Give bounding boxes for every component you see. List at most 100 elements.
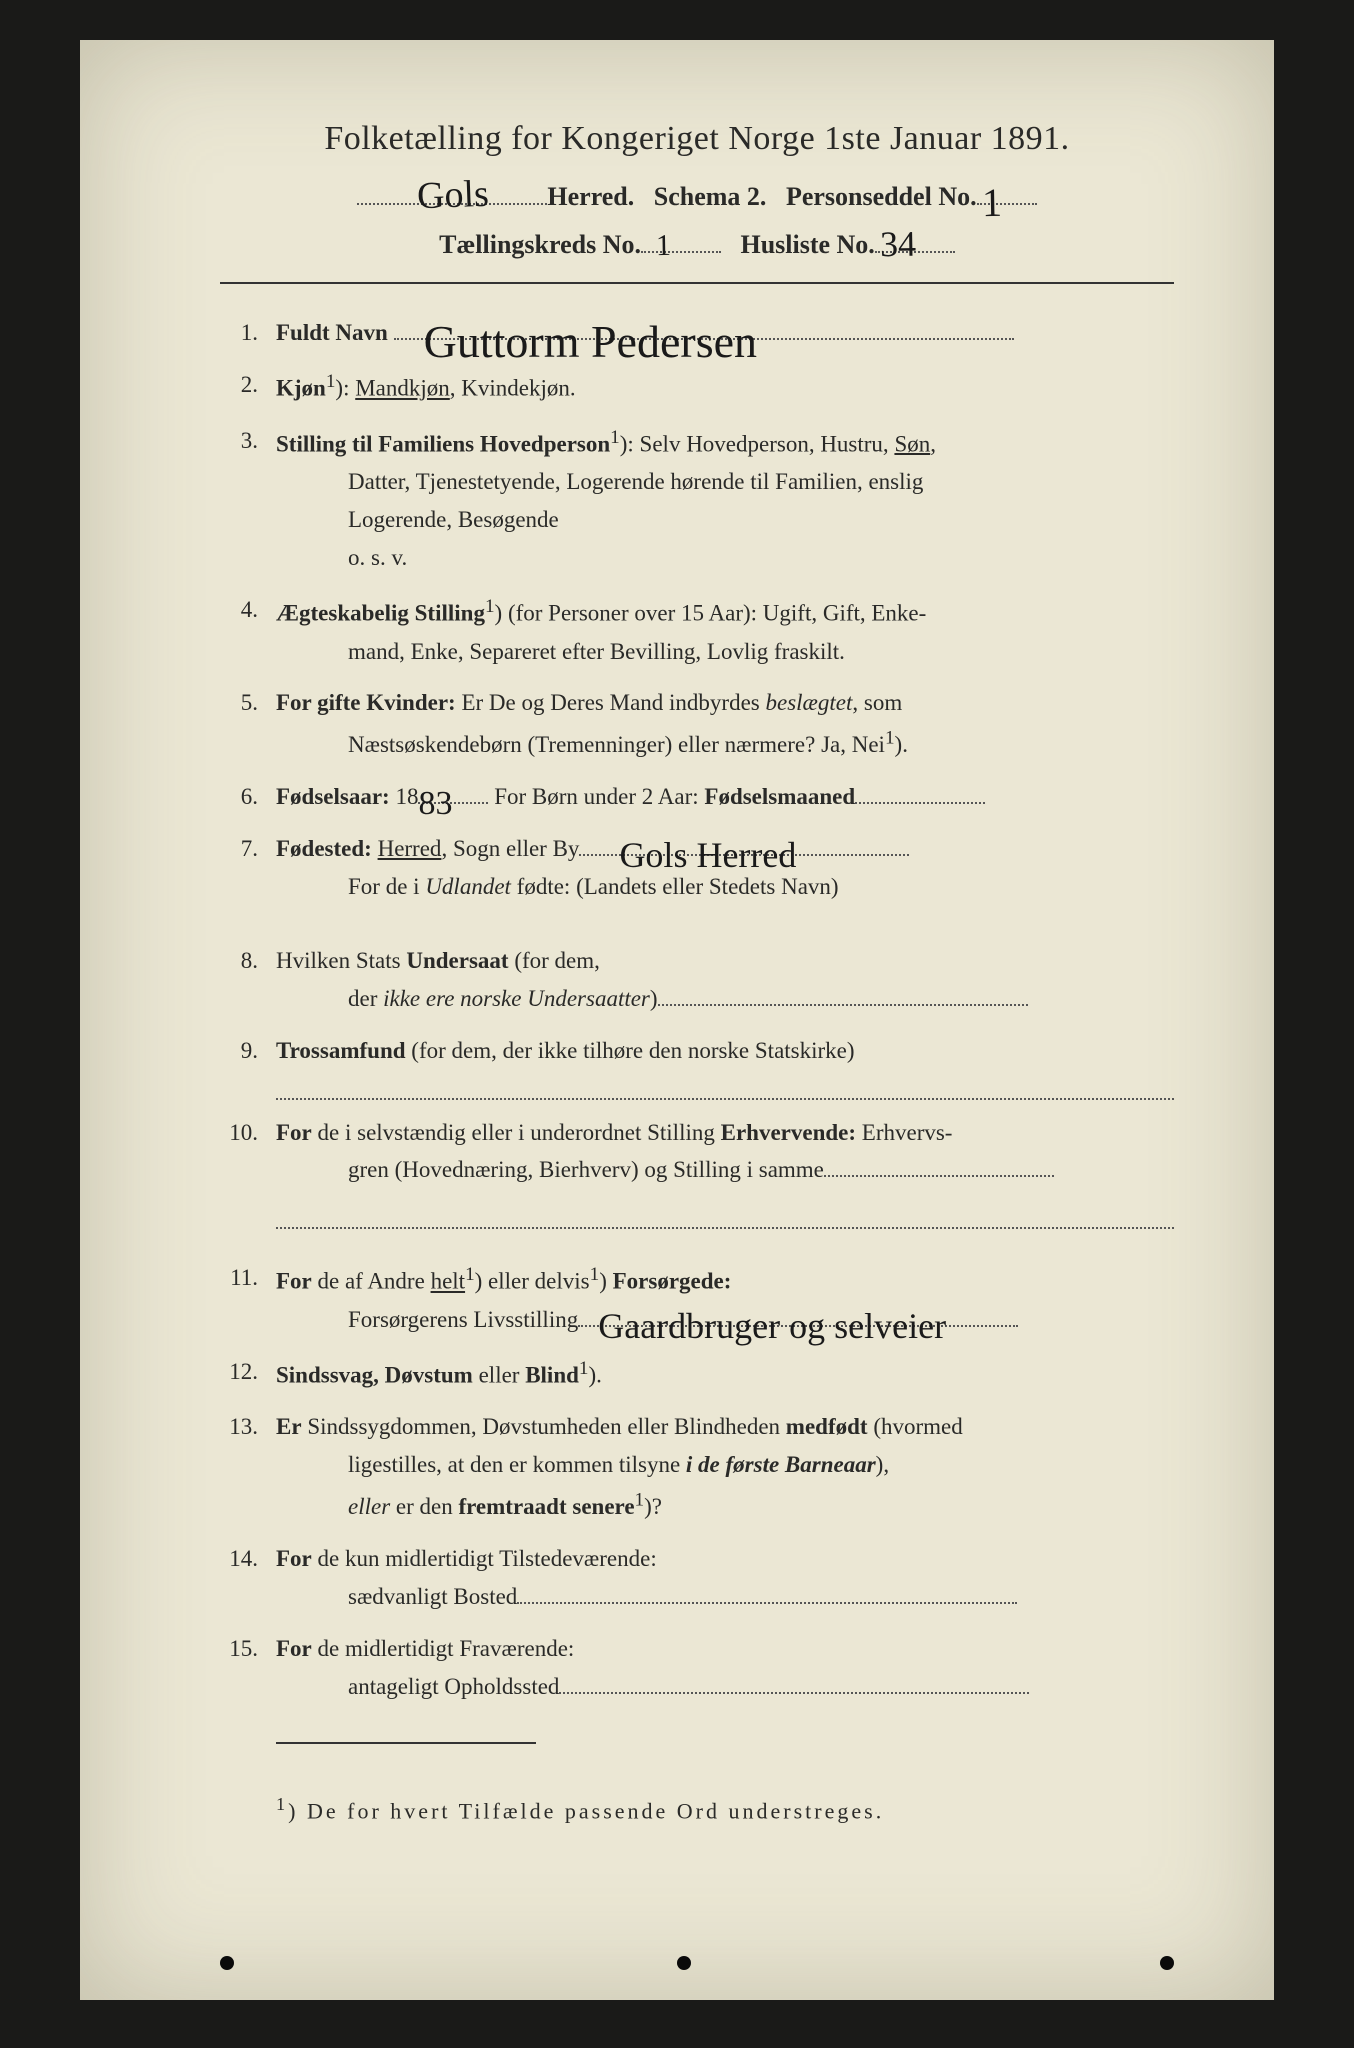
field-15-label: For xyxy=(276,1636,312,1661)
field-3-label: Stilling til Familiens Hovedperson xyxy=(276,431,610,456)
field-4-label: Ægteskabelig Stilling xyxy=(276,601,485,626)
field-12-num: 12. xyxy=(220,1353,276,1395)
field-2-num: 2. xyxy=(220,366,276,408)
field-8-text1: Hvilken Stats xyxy=(276,948,406,973)
field-3-line4: o. s. v. xyxy=(348,545,407,570)
form-header: Folketælling for Kongeriget Norge 1ste J… xyxy=(220,120,1174,260)
field-10-num: 10. xyxy=(220,1114,276,1230)
field-15-line2: antageligt Opholdssted xyxy=(348,1674,559,1699)
field-11-u1: helt xyxy=(431,1269,466,1294)
field-8-text2: (for dem, xyxy=(509,948,600,973)
census-form-page: Folketælling for Kongeriget Norge 1ste J… xyxy=(80,40,1274,2000)
field-3-line2: Datter, Tjenestetyende, Logerende hørend… xyxy=(348,469,923,494)
field-12-text: eller xyxy=(473,1362,525,1387)
field-2: 2. Kjøn1): Mandkjøn, Kvindekjøn. xyxy=(220,366,1174,408)
field-14-line2: sædvanligt Bosted xyxy=(348,1584,517,1609)
field-4-num: 4. xyxy=(220,591,276,671)
field-10-text3: gren (Hovednæring, Bierhverv) og Stillin… xyxy=(348,1157,824,1182)
kreds-line: Tællingskreds No. 1 Husliste No. 34 xyxy=(220,230,1174,260)
punch-hole-left xyxy=(220,1956,234,1970)
field-5-sup: 1 xyxy=(885,727,895,748)
field-15-text: de midlertidigt Fraværende: xyxy=(312,1636,575,1661)
birthyear-handwritten: 83 xyxy=(418,776,452,832)
person-label: Personseddel No. xyxy=(786,182,977,211)
field-9-text: (for dem, der ikke tilhøre den norske St… xyxy=(406,1038,855,1063)
herred-handwritten: Gols xyxy=(417,172,490,218)
field-1-label: Fuldt Navn xyxy=(276,320,388,345)
field-13-text1: Sindssygdommen, Døvstumheden eller Blind… xyxy=(302,1414,786,1439)
field-13-em1: i de første Barneaar xyxy=(686,1452,876,1477)
field-4: 4. Ægteskabelig Stilling1) (for Personer… xyxy=(220,591,1174,671)
birthplace-handwritten: Gols Herred xyxy=(619,826,796,885)
husliste-no-handwritten: 34 xyxy=(879,223,916,266)
field-13-label: Er xyxy=(276,1414,302,1439)
field-13: 13. Er Sindssygdommen, Døvstumheden elle… xyxy=(220,1408,1174,1525)
field-11: 11. For de af Andre helt1) eller delvis1… xyxy=(220,1259,1174,1339)
field-8-em1: ikke ere norske Undersaatter xyxy=(383,986,650,1011)
footnote: 1) De for hvert Tilfælde passende Ord un… xyxy=(276,1794,1174,1824)
field-11-sup2: 1 xyxy=(590,1264,600,1285)
field-12-tail: ). xyxy=(589,1362,602,1387)
field-14-label: For xyxy=(276,1546,312,1571)
field-6: 6. Fødselsaar: 18 83 For Børn under 2 Aa… xyxy=(220,778,1174,816)
field-13-sup: 1 xyxy=(635,1489,645,1510)
field-4-sup: 1 xyxy=(485,596,495,617)
field-5-label: For gifte Kvinder: xyxy=(276,690,456,715)
field-5-text3: Næstsøskendebørn (Tremenninger) eller næ… xyxy=(348,732,885,757)
field-3: 3. Stilling til Familiens Hovedperson1):… xyxy=(220,422,1174,577)
field-14-text: de kun midlertidigt Tilstedeværende: xyxy=(312,1546,657,1571)
field-13-num: 13. xyxy=(220,1408,276,1525)
person-no-handwritten: 1 xyxy=(981,179,1002,226)
field-6-prefix: 18 xyxy=(390,784,419,809)
field-14: 14. For de kun midlertidigt Tilstedevære… xyxy=(220,1540,1174,1616)
field-10-text2: Erhvervs- xyxy=(856,1120,952,1145)
field-5-text2: , som xyxy=(852,690,902,715)
footnote-sup: 1 xyxy=(276,1794,288,1814)
field-7-line2em: Udlandet xyxy=(425,874,511,899)
field-8-text3: der xyxy=(348,986,383,1011)
field-7: 7. Fødested: Herred, Sogn eller By Gols … xyxy=(220,830,1174,906)
field-11-text2: ) eller delvis xyxy=(475,1269,590,1294)
field-1-num: 1. xyxy=(220,314,276,352)
field-6-num: 6. xyxy=(220,778,276,816)
field-13-text5: er den xyxy=(390,1494,458,1519)
field-9: 9. Trossamfund (for dem, der ikke tilhør… xyxy=(220,1032,1174,1100)
field-10-b1: Erhvervende: xyxy=(721,1120,856,1145)
herred-line: Gols Herred. Schema 2. Personseddel No. … xyxy=(220,182,1174,212)
punch-hole-right xyxy=(1160,1956,1174,1970)
kreds-label: Tællingskreds No. xyxy=(439,230,641,259)
field-11-text1: de af Andre xyxy=(312,1269,431,1294)
field-5-text4: ). xyxy=(895,732,908,757)
field-7-num: 7. xyxy=(220,830,276,906)
field-10-text1: de i selvstændig eller i underordnet Sti… xyxy=(312,1120,721,1145)
husliste-label: Husliste No. xyxy=(740,230,874,259)
field-13-text4: ), xyxy=(876,1452,889,1477)
field-3-selected: Søn xyxy=(894,431,930,456)
provider-handwritten: Gaardbruger og selveier xyxy=(598,1297,946,1356)
field-8-text4: ) xyxy=(650,986,658,1011)
header-divider xyxy=(220,282,1174,284)
field-11-b1: Forsørgede: xyxy=(613,1269,732,1294)
field-12-sup: 1 xyxy=(579,1358,589,1379)
kreds-no-handwritten: 1 xyxy=(656,229,672,263)
field-13-em2: eller xyxy=(348,1494,390,1519)
field-10-label: For xyxy=(276,1120,312,1145)
field-6-mid: For Børn under 2 Aar: xyxy=(488,784,704,809)
field-1: 1. Fuldt Navn Guttorm Pedersen xyxy=(220,314,1174,352)
field-13-text3: ligestilles, at den er kommen tilsyne xyxy=(348,1452,686,1477)
field-5-em1: beslægtet xyxy=(765,690,852,715)
field-2-sup: 1 xyxy=(326,371,336,392)
field-list: 1. Fuldt Navn Guttorm Pedersen 2. Kjøn1)… xyxy=(220,314,1174,1706)
field-4-text2: mand, Enke, Separeret efter Bevilling, L… xyxy=(348,639,845,664)
field-11-label: For xyxy=(276,1269,312,1294)
field-9-label: Trossamfund xyxy=(276,1038,406,1063)
field-11-sup1: 1 xyxy=(465,1264,475,1285)
field-13-text6: )? xyxy=(644,1494,662,1519)
field-6-label: Fødselsaar: xyxy=(276,784,390,809)
field-5-num: 5. xyxy=(220,684,276,764)
field-13-b1: medfødt xyxy=(786,1414,868,1439)
field-5-text1: Er De og Deres Mand indbyrdes xyxy=(456,690,766,715)
field-4-text1: (for Personer over 15 Aar): Ugift, Gift,… xyxy=(502,601,926,626)
field-8-b1: Undersaat xyxy=(406,948,508,973)
field-11-text3: ) xyxy=(599,1269,612,1294)
